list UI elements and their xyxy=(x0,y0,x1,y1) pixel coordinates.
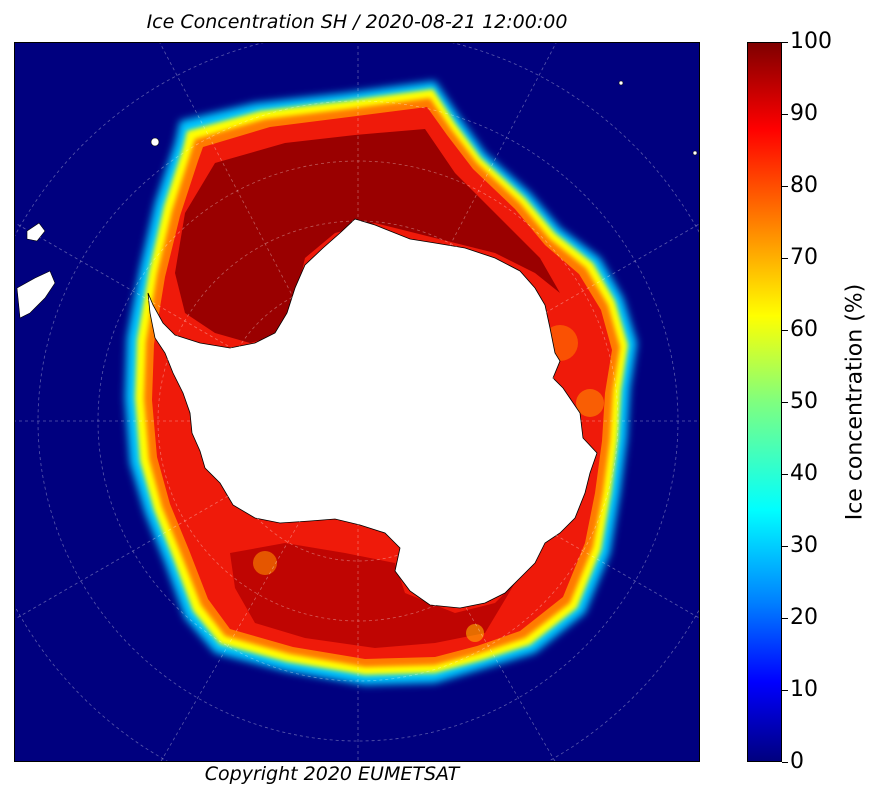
polar-projection xyxy=(15,43,699,761)
colorbar-tick-label: 30 xyxy=(790,533,818,558)
graticule xyxy=(15,43,699,761)
small-landmasses xyxy=(16,80,698,319)
colorbar-tick xyxy=(782,618,788,619)
colorbar-tick xyxy=(782,42,788,43)
colorbar-tick xyxy=(782,330,788,331)
copyright-notice: Copyright 2020 EUMETSAT xyxy=(204,763,460,785)
colorbar-tick-label: 80 xyxy=(790,173,818,198)
colorbar-tick xyxy=(782,258,788,259)
colorbar-tick-label: 20 xyxy=(790,605,818,630)
colorbar-tick-label: 10 xyxy=(790,677,818,702)
map-title: Ice Concentration SH / 2020-08-21 12:00:… xyxy=(146,11,568,33)
colorbar-tick xyxy=(782,402,788,403)
colorbar-tick-label: 100 xyxy=(790,29,832,54)
sea-ice-map xyxy=(14,42,700,762)
colorbar-tick-label: 0 xyxy=(790,749,804,774)
colorbar-tick xyxy=(782,474,788,475)
colorbar-tick xyxy=(782,690,788,691)
colorbar-tick-label: 90 xyxy=(790,101,818,126)
colorbar-tick xyxy=(782,762,788,763)
colorbar-tick xyxy=(782,546,788,547)
colorbar-tick xyxy=(782,186,788,187)
antarctica-land xyxy=(147,218,598,609)
colorbar-tick-label: 70 xyxy=(790,245,818,270)
colorbar-tick-label: 40 xyxy=(790,461,818,486)
colorbar-label: Ice concentration (%) xyxy=(842,283,868,521)
colorbar xyxy=(747,42,782,762)
colorbar-tick xyxy=(782,114,788,115)
colorbar-tick-label: 60 xyxy=(790,317,818,342)
colorbar-tick-label: 50 xyxy=(790,389,818,414)
